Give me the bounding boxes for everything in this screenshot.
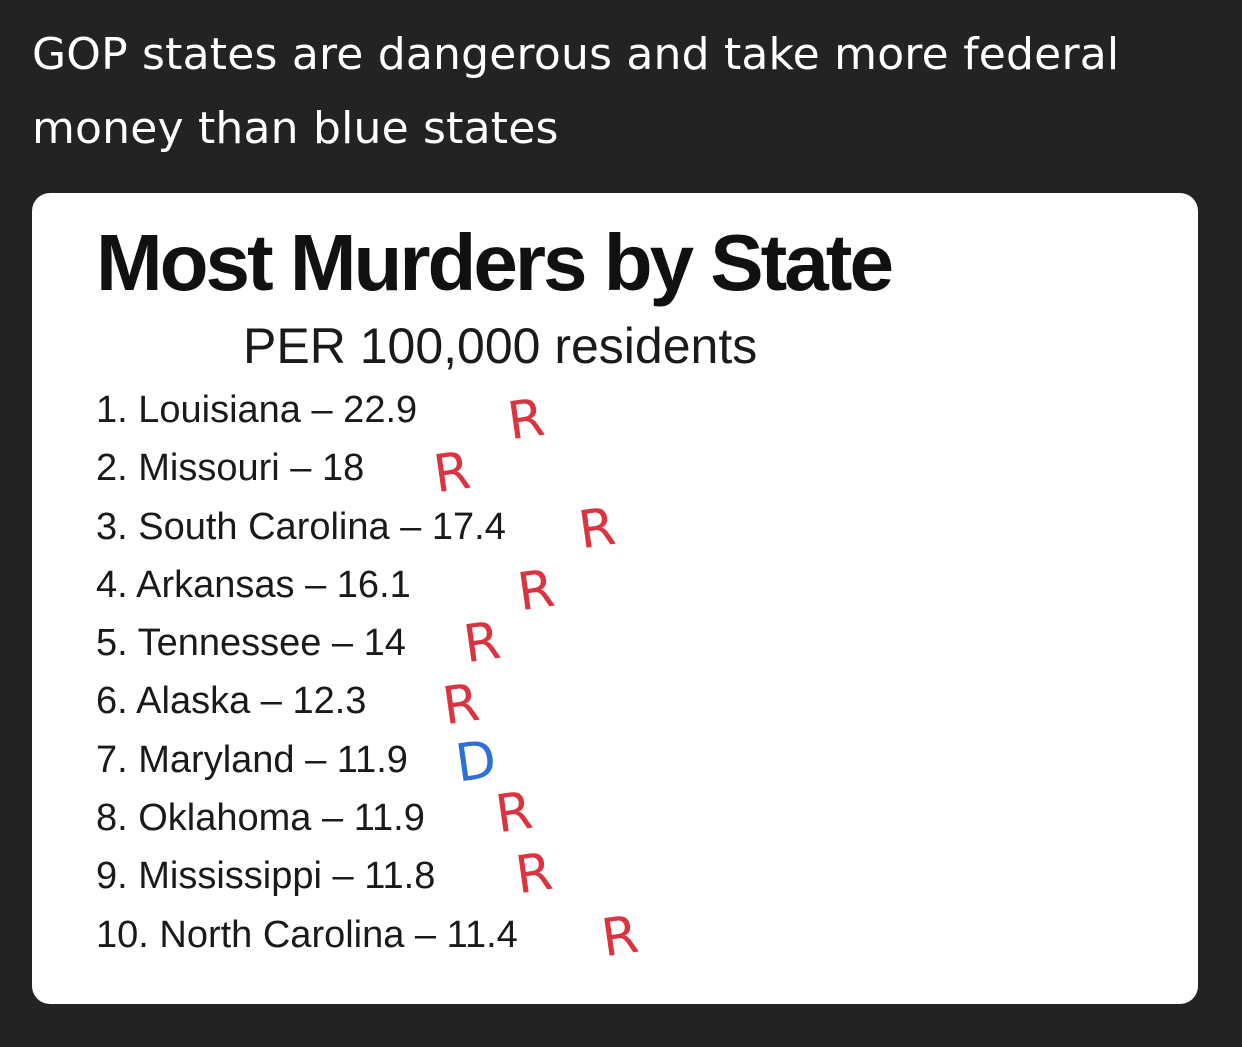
ranking-item-4: 4. Arkansas – 16.1 <box>96 563 411 606</box>
party-mark-republican: R <box>512 841 557 907</box>
post-caption: GOP states are dangerous and take more f… <box>32 29 1120 154</box>
infographic-subtitle: PER 100,000 residents <box>243 318 758 374</box>
infographic-image[interactable]: Most Murders by State PER 100,000 reside… <box>32 193 1198 1004</box>
party-mark-republican: R <box>439 672 484 738</box>
party-mark-republican: R <box>430 440 475 506</box>
ranking-list: 1. Louisiana – 22.9 2. Missouri – 18 3. … <box>96 381 518 964</box>
ranking-item-8: 8. Oklahoma – 11.9 <box>96 797 425 840</box>
ranking-item-2: 2. Missouri – 18 <box>96 447 365 490</box>
ranking-item-10: 10. North Carolina – 11.4 <box>96 913 518 956</box>
party-mark-republican: R <box>514 558 559 624</box>
ranking-item-1: 1. Louisiana – 22.9 <box>96 389 418 431</box>
ranking-item-9: 9. Mississippi – 11.8 <box>96 855 436 898</box>
party-mark-republican: R <box>504 387 549 453</box>
party-mark-republican: R <box>575 496 620 562</box>
party-mark-republican: R <box>460 610 505 676</box>
ranking-item-6: 6. Alaska – 12.3 <box>96 680 367 723</box>
infographic-title: Most Murders by State <box>96 218 894 307</box>
ranking-item-5: 5. Tennessee – 14 <box>96 622 406 665</box>
ranking-item-7: 7. Maryland – 11.9 <box>96 738 408 781</box>
party-mark-democrat: D <box>452 729 501 795</box>
party-mark-republican: R <box>492 780 537 846</box>
party-mark-republican: R <box>598 904 643 970</box>
ranking-item-3: 3. South Carolina – 17.4 <box>96 505 506 548</box>
